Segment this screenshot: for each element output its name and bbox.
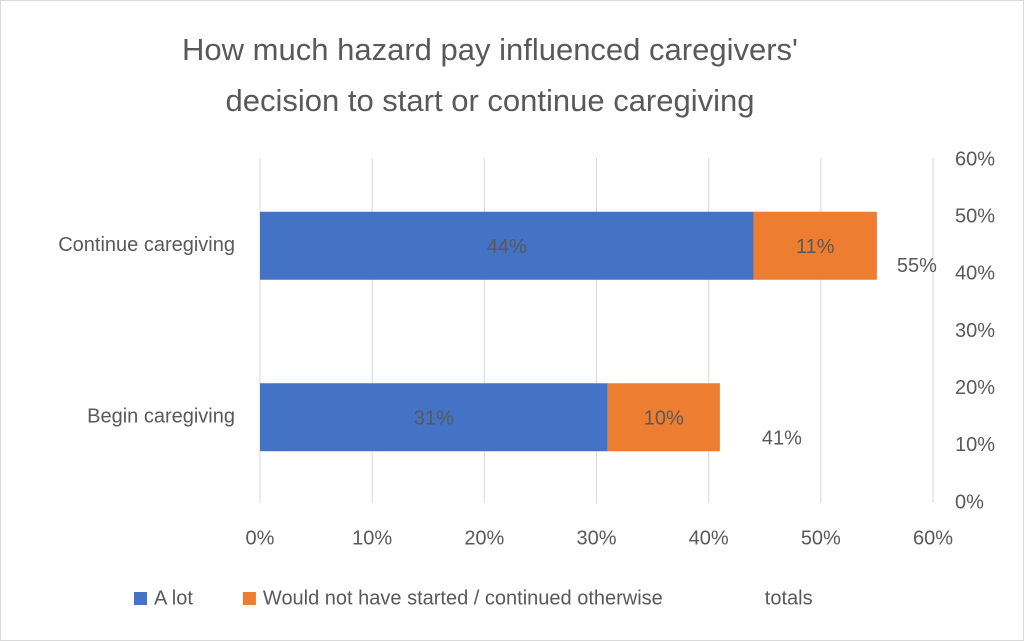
y-tick-label: Continue caregiving — [58, 234, 235, 256]
x-tick-label: 50% — [801, 527, 841, 549]
total-label: 41% — [762, 428, 802, 450]
bar — [260, 211, 754, 280]
y2-tick-label: 20% — [955, 377, 995, 399]
data-label: 44% — [487, 236, 527, 258]
y2-tick-label: 50% — [955, 205, 995, 227]
legend-swatch — [134, 592, 147, 605]
data-label: 31% — [414, 408, 454, 430]
legend-label: Would not have started / continued other… — [263, 587, 663, 609]
y2-tick-label: 30% — [955, 320, 995, 342]
chart-title: How much hazard pay influenced caregiver… — [182, 32, 798, 67]
y2-tick-label: 40% — [955, 263, 995, 285]
bar — [260, 383, 608, 452]
y2-tick-label: 60% — [955, 148, 995, 170]
x-tick-label: 0% — [246, 527, 275, 549]
x-tick-label: 10% — [352, 527, 392, 549]
legend-label: A lot — [154, 587, 193, 609]
y2-tick-label: 0% — [955, 491, 984, 513]
bar — [607, 383, 720, 452]
x-tick-label: 40% — [689, 527, 729, 549]
legend-label: totals — [765, 587, 813, 609]
x-tick-label: 30% — [576, 527, 616, 549]
x-tick-label: 60% — [913, 527, 953, 549]
x-tick-label: 20% — [464, 527, 504, 549]
y2-tick-label: 10% — [955, 434, 995, 456]
total-label: 55% — [897, 255, 937, 277]
bar — [753, 211, 877, 280]
legend-swatch — [242, 592, 256, 605]
chart-title: decision to start or continue caregiving — [225, 83, 754, 118]
data-label: 10% — [644, 408, 684, 430]
y-tick-label: Begin caregiving — [87, 406, 235, 428]
data-label: 11% — [796, 236, 835, 258]
